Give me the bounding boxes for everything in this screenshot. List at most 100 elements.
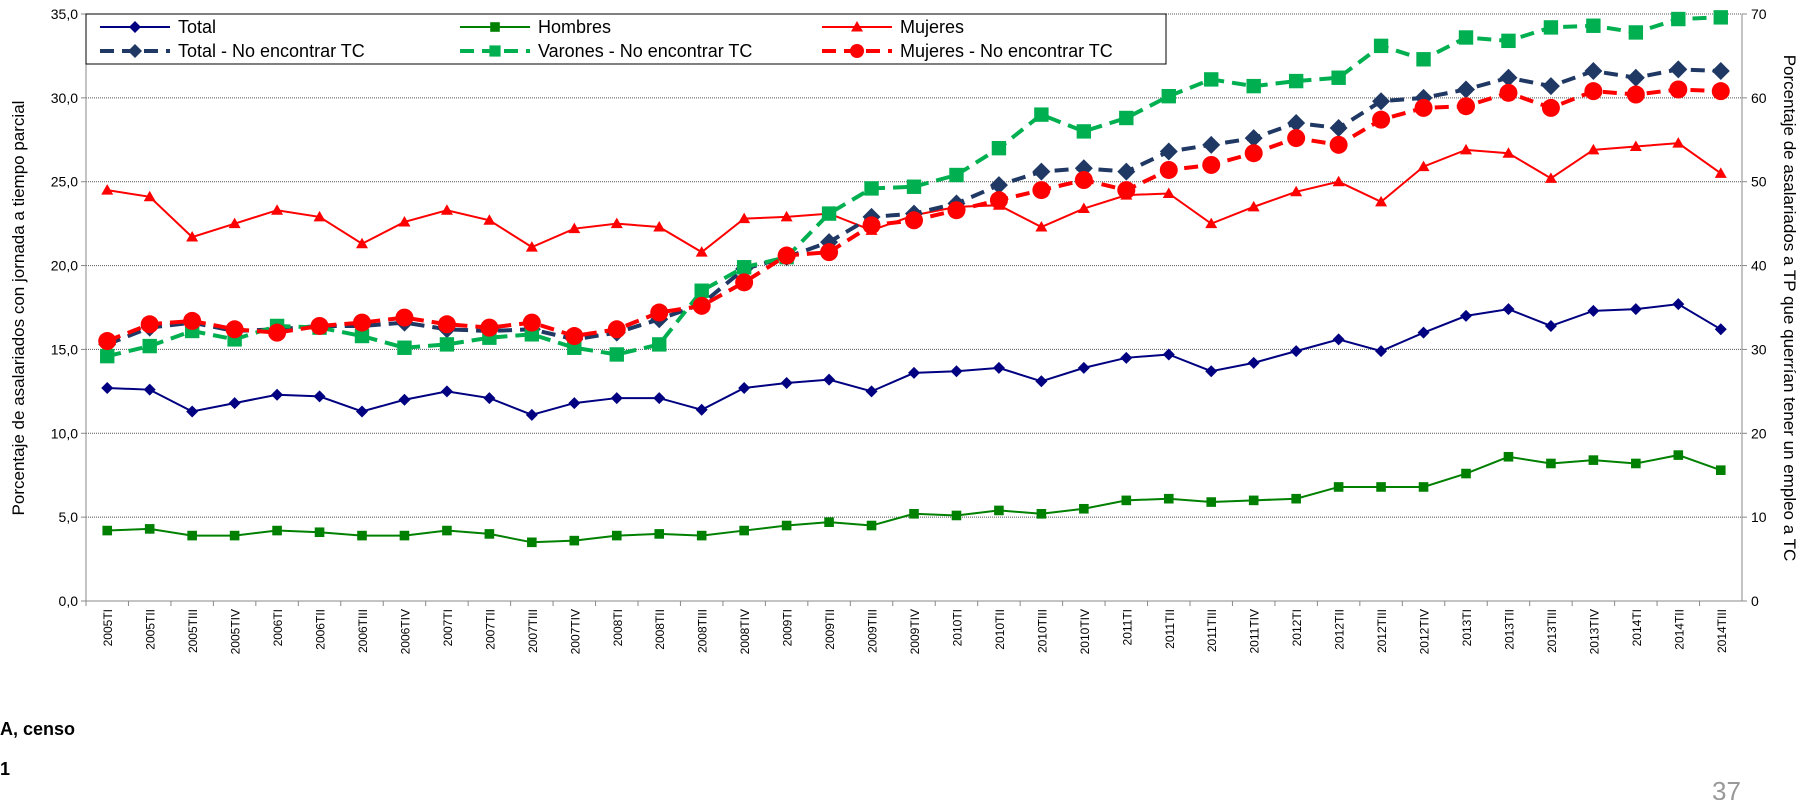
data-point [739, 525, 749, 536]
data-point [1076, 124, 1092, 139]
data-point [313, 210, 326, 222]
legend-label: Mujeres [900, 17, 964, 37]
data-point [186, 405, 199, 418]
data-point [1714, 167, 1727, 178]
data-point [1546, 458, 1556, 469]
data-point [1502, 303, 1515, 316]
data-point [1499, 83, 1518, 102]
data-point [1288, 73, 1304, 89]
legend-label: Total [178, 17, 216, 37]
data-point [1414, 98, 1433, 117]
data-point [1417, 326, 1430, 339]
data-point [1032, 162, 1051, 181]
y-tick-label: 35,0 [51, 6, 78, 22]
series-line [107, 303, 1722, 416]
data-point [522, 313, 541, 332]
data-point [951, 510, 962, 521]
data-point [1332, 175, 1345, 187]
data-point [610, 392, 623, 405]
x-tick-label: 2008TI [611, 609, 625, 646]
data-point [272, 525, 282, 536]
data-point [1672, 298, 1685, 311]
data-point [1247, 200, 1260, 212]
data-point [652, 337, 667, 352]
x-tick-label: 2009TIII [866, 609, 880, 653]
x-tick-label: 2009TII [823, 609, 837, 650]
data-point [225, 320, 244, 339]
data-point [1672, 137, 1685, 148]
x-tick-label: 2012TII [1333, 609, 1347, 650]
y-axis-title: Porcentaje de asalariados con jornada a … [9, 101, 28, 516]
data-point [866, 520, 877, 531]
data-point [823, 373, 836, 386]
data-point [1544, 319, 1557, 332]
data-point [1584, 62, 1603, 81]
y-tick-label: 15,0 [51, 341, 78, 357]
y2-tick-label: 60 [1751, 90, 1767, 106]
data-point [695, 246, 708, 257]
data-point [611, 530, 622, 541]
data-point [1035, 375, 1048, 388]
data-point [356, 237, 368, 249]
data-point [1036, 508, 1047, 519]
x-tick-label: 2008TIV [738, 609, 752, 654]
data-point [1586, 18, 1601, 33]
data-point [1290, 185, 1303, 197]
data-point [142, 338, 157, 354]
data-point [1669, 80, 1688, 99]
data-point [1418, 482, 1429, 492]
data-point [864, 181, 879, 196]
x-tick-label: 2013TIV [1587, 609, 1601, 654]
data-point [1372, 92, 1391, 111]
data-point [1287, 129, 1306, 148]
data-point [1035, 220, 1048, 232]
data-point [694, 283, 709, 298]
data-point [1502, 147, 1515, 158]
data-point [314, 527, 325, 538]
data-point [1460, 309, 1472, 322]
y-tick-label: 5,0 [59, 509, 79, 525]
x-tick-label: 2008TIII [696, 609, 710, 653]
data-point [187, 530, 197, 541]
data-point [1244, 129, 1263, 148]
data-point [1162, 187, 1175, 198]
data-point [1161, 88, 1176, 104]
data-point [735, 273, 754, 292]
data-point [1032, 181, 1051, 200]
data-point [1541, 77, 1560, 96]
data-point [102, 525, 113, 536]
data-point [1202, 155, 1221, 174]
data-point [1117, 162, 1136, 181]
x-tick-label: 2005TII [144, 609, 158, 650]
data-point [609, 347, 624, 362]
data-point [1119, 110, 1134, 126]
x-tick-label: 2012TIV [1418, 609, 1432, 654]
x-tick-label: 2010TII [993, 609, 1007, 650]
data-point [1205, 365, 1218, 378]
x-tick-label: 2011TII [1163, 609, 1177, 649]
x-tick-label: 2010TIV [1078, 609, 1092, 654]
data-point [440, 204, 453, 215]
data-point [1714, 323, 1727, 336]
data-point [1544, 172, 1557, 183]
data-point [399, 530, 410, 541]
x-tick-label: 2011TIV [1248, 609, 1262, 653]
data-point [527, 537, 537, 548]
data-point [1631, 458, 1641, 469]
x-tick-label: 2010TIII [1035, 609, 1049, 653]
data-point [1331, 70, 1346, 85]
data-point [696, 530, 707, 541]
x-tick-label: 2005TIV [229, 609, 243, 654]
data-point [1074, 171, 1093, 190]
data-point [738, 212, 751, 224]
legend-label: Total - No encontrar TC [178, 41, 365, 61]
data-point [1587, 304, 1600, 317]
series-line [106, 15, 1721, 359]
x-tick-label: 2011TI [1120, 609, 1134, 645]
data-point [1416, 52, 1431, 67]
data-point [313, 390, 326, 403]
data-point [1541, 98, 1560, 117]
y2-tick-label: 20 [1751, 425, 1767, 441]
data-point [398, 215, 411, 227]
x-tick-label: 2013TIII [1545, 609, 1559, 653]
